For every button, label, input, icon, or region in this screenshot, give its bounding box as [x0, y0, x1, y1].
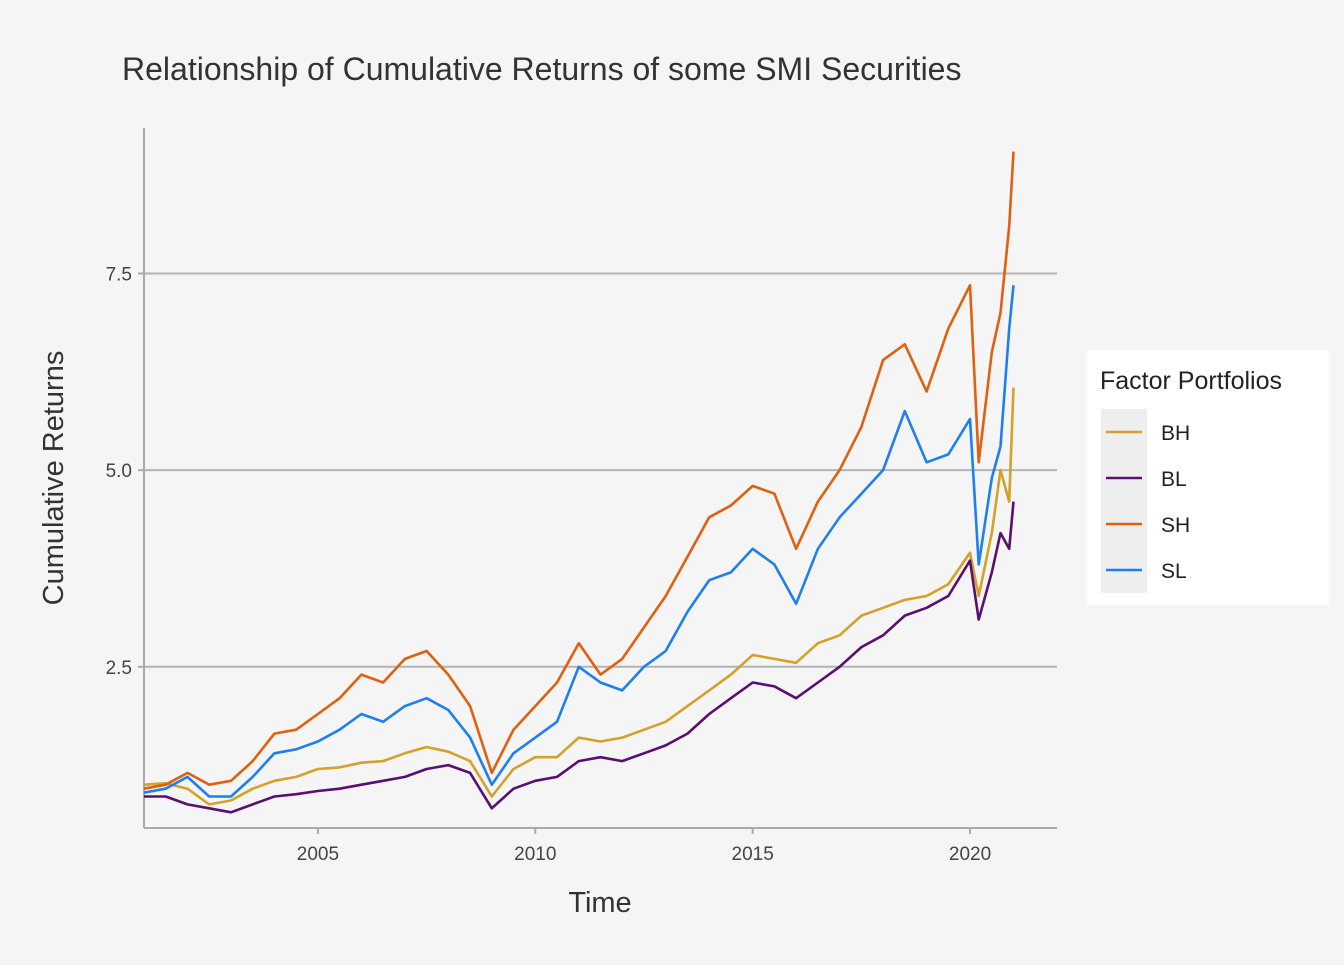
x-tick-label: 2010: [514, 844, 556, 865]
y-tick-label: 7.5: [106, 265, 132, 286]
y-tick-label: 5.0: [106, 461, 132, 482]
legend-label-bl: BL: [1161, 468, 1187, 491]
legend-title: Factor Portfolios: [1100, 367, 1282, 395]
legend-label-sl: SL: [1161, 560, 1187, 583]
chart-title: Relationship of Cumulative Returns of so…: [122, 51, 961, 87]
series-line-sl: [143, 285, 1015, 798]
legend: Factor Portfolios BH BL SH SL: [1087, 350, 1329, 605]
y-axis-ticks: 2.5 5.0 7.5: [106, 265, 144, 679]
y-tick-label: 2.5: [106, 658, 132, 679]
y-axis-label: Cumulative Returns: [38, 351, 70, 606]
legend-label-bh: BH: [1161, 422, 1190, 445]
gridlines: [144, 272, 1057, 668]
x-tick-label: 2020: [949, 844, 991, 865]
x-axis-ticks: 2005 2010 2015 2020: [297, 828, 991, 865]
legend-key-background: [1101, 409, 1147, 593]
series-line-bl: [144, 501, 1015, 814]
legend-items: BH BL SH SL: [1101, 409, 1190, 593]
x-tick-label: 2005: [297, 844, 339, 865]
x-axis-label: Time: [568, 887, 631, 919]
series-line-sh: [143, 151, 1015, 790]
x-tick-label: 2015: [732, 844, 774, 865]
series-lines: [143, 151, 1015, 814]
series-line-bh: [143, 387, 1015, 806]
legend-label-sh: SH: [1161, 514, 1190, 537]
